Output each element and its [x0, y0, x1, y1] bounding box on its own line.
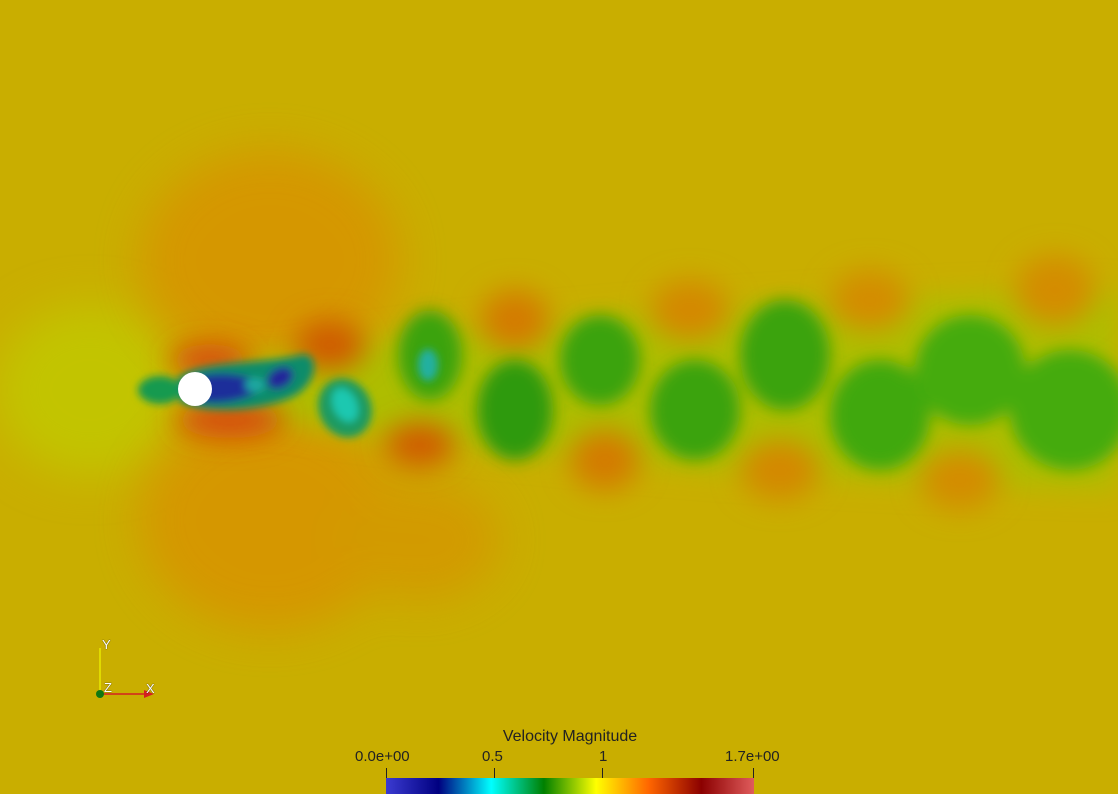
y-axis-label: Y: [102, 637, 111, 652]
legend-tick-mark-half: [494, 768, 495, 779]
cylinder-obstacle: [178, 372, 212, 406]
near-wake: [138, 349, 438, 438]
z-axis-dot: [96, 690, 104, 698]
legend-tick-mark-min: [386, 768, 387, 779]
x-axis-label: X: [146, 681, 155, 696]
legend-tick-one: 1: [599, 748, 608, 765]
orientation-axes: Y X Z: [80, 630, 170, 710]
vortex-street: [398, 300, 1118, 470]
legend-tick-mark-max: [753, 768, 754, 779]
legend-tick-max: 1.7e+00: [725, 748, 780, 765]
x-axis-arrow: [144, 690, 154, 698]
legend-title: Velocity Magnitude: [502, 728, 638, 745]
legend-tick-half: 0.5: [482, 748, 503, 765]
legend-tick-mark-one: [602, 768, 603, 779]
orientation-axes-graphic: [96, 648, 154, 698]
high-speed-lobes: [170, 255, 1095, 510]
acceleration-halo: [140, 150, 500, 630]
z-axis-label: Z: [104, 680, 112, 695]
legend-tick-min: 0.0e+00: [355, 748, 410, 765]
upstream-region: [0, 305, 185, 475]
legend-colorbar[interactable]: [386, 778, 754, 794]
